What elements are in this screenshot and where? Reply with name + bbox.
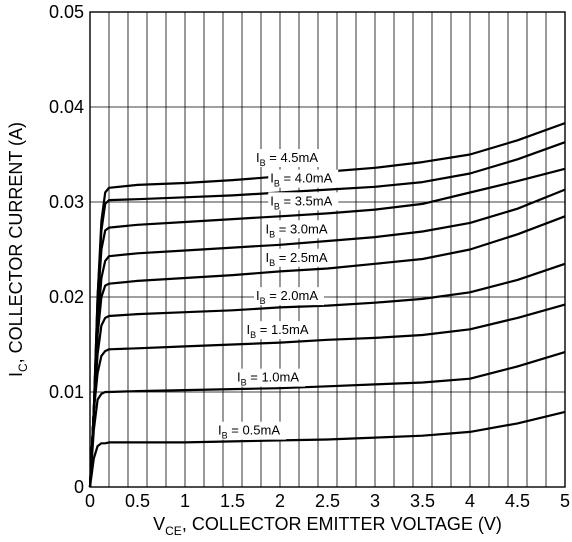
x-tick-labels: 0 0.5 1 1.5 2 2.5 3 3.5 4 4.5 5 <box>85 491 570 511</box>
plot-frame <box>89 11 566 488</box>
series-label-background <box>263 220 334 239</box>
x-tick-label: 5 <box>560 491 570 511</box>
series-label: IB = 4.0mA <box>270 171 332 189</box>
series-label-background <box>254 149 324 167</box>
series-label-background <box>216 421 286 440</box>
series-label-background <box>244 321 315 340</box>
series-label-background <box>235 368 305 387</box>
series-label: IB = 2.0mA <box>256 288 318 306</box>
series-line <box>88 262 566 488</box>
x-tick-label: 0.5 <box>125 491 150 511</box>
series-label: IB = 1.5mA <box>247 322 309 340</box>
y-tick-label: 0.02 <box>49 287 84 307</box>
x-axis-label: VCE, COLLECTOR EMITTER VOLTAGE (V) <box>153 514 502 538</box>
x-tick-label: 3 <box>370 491 380 511</box>
y-axis-label-main: I <box>6 372 26 377</box>
y-tick-label: 0.04 <box>49 97 84 117</box>
x-tick-label: 3.5 <box>410 491 435 511</box>
y-axis-label: IC, COLLECTOR CURRENT (A) <box>6 122 30 377</box>
x-axis-label-rest: , COLLECTOR EMITTER VOLTAGE (V) <box>182 514 502 534</box>
series-label: IB = 2.5mA <box>266 250 328 268</box>
x-axis-label-sub: CE <box>165 524 182 538</box>
x-axis-label-main: V <box>153 514 165 534</box>
series-line <box>88 188 566 488</box>
y-tick-label: 0.01 <box>49 382 84 402</box>
series-label: IB = 4.5mA <box>256 150 318 168</box>
x-tick-label: 4.5 <box>505 491 530 511</box>
series-line <box>88 351 566 488</box>
y-axis-label-rest: , COLLECTOR CURRENT (A) <box>6 122 26 363</box>
y-tick-label: 0.05 <box>49 2 84 22</box>
grid <box>90 12 565 487</box>
series-label: IB = 3.5mA <box>270 193 332 211</box>
series-line <box>88 215 566 488</box>
series-label: IB = 1.0mA <box>237 370 299 388</box>
y-tick-labels: 0 0.01 0.02 0.03 0.04 0.05 <box>49 2 84 497</box>
curve-labels: IB = 4.5mA IB = 4.0mA IB = 3.5mA IB = 3.0mA… <box>216 149 339 441</box>
x-tick-label: 1.5 <box>220 491 245 511</box>
x-tick-label: 1 <box>180 491 190 511</box>
curves <box>88 122 566 488</box>
x-tick-label: 2.5 <box>315 491 340 511</box>
series-label: IB = 0.5mA <box>218 423 280 441</box>
series-label-background <box>268 169 339 188</box>
series-label-background <box>254 287 324 306</box>
series-line <box>88 167 566 488</box>
y-tick-label: 0 <box>74 477 84 497</box>
x-tick-label: 0 <box>85 491 95 511</box>
x-tick-label: 4 <box>465 491 475 511</box>
series-line <box>88 410 566 488</box>
series-label-background <box>268 192 339 211</box>
series-label: IB = 3.0mA <box>266 221 328 239</box>
x-tick-label: 2 <box>275 491 285 511</box>
y-axis-label-sub: C <box>16 363 30 372</box>
series-label-background <box>263 248 334 267</box>
y-tick-label: 0.03 <box>49 192 84 212</box>
series-line <box>88 303 566 488</box>
